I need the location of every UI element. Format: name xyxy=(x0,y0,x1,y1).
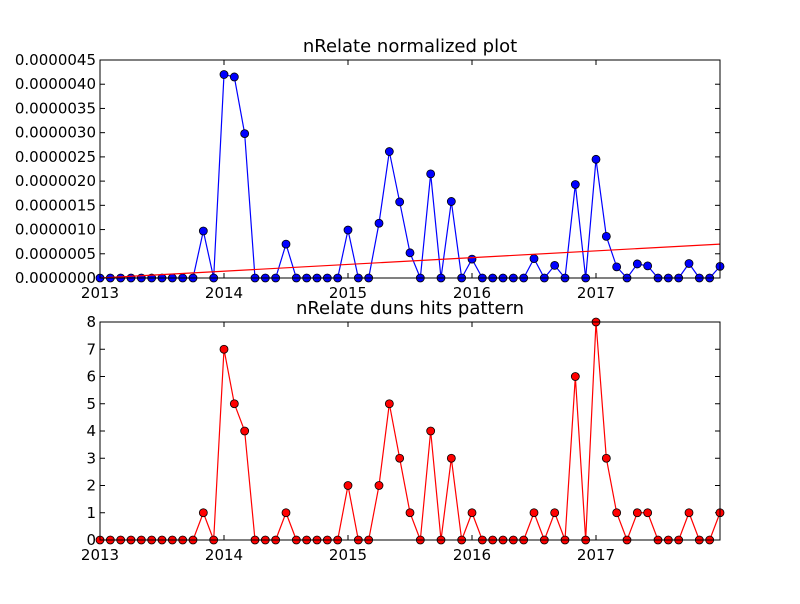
top-chart-data-point xyxy=(468,255,476,263)
top-chart-y-tick-label: 0.0000040 xyxy=(15,75,96,93)
bottom-chart-data-point xyxy=(282,509,290,517)
bottom-chart-y-tick-label: 2 xyxy=(86,477,96,495)
bottom-chart-data-point xyxy=(375,482,383,490)
bottom-chart-y-tick-label: 5 xyxy=(86,395,96,413)
bottom-chart-data-point xyxy=(633,509,641,517)
bottom-chart-data-point xyxy=(385,400,393,408)
bottom-chart-y-tick-label: 6 xyxy=(86,368,96,386)
top-chart-data-point xyxy=(282,240,290,248)
top-chart-y-tick-label: 0.0000035 xyxy=(15,99,96,117)
top-chart-data-point xyxy=(199,227,207,235)
top-chart-data-point xyxy=(220,71,228,79)
bottom-chart-data-point xyxy=(602,454,610,462)
top-chart-x-tick-label: 2014 xyxy=(205,284,243,302)
bottom-chart-x-tick-label: 2016 xyxy=(453,546,491,564)
top-chart-data-point xyxy=(406,249,414,257)
top-chart-data-point xyxy=(230,73,238,81)
bottom-chart-data-point xyxy=(199,509,207,517)
top-chart-y-tick-label: 0.0000020 xyxy=(15,172,96,190)
bottom-chart-y-tick-label: 1 xyxy=(86,504,96,522)
top-chart-data-point xyxy=(644,262,652,270)
top-chart-data-point xyxy=(344,226,352,234)
top-chart-y-tick-label: 0.0000025 xyxy=(15,148,96,166)
bottom-chart-data-point xyxy=(644,509,652,517)
bottom-chart-data-point xyxy=(396,454,404,462)
top-chart-y-tick-label: 0.0000030 xyxy=(15,124,96,142)
bottom-chart-title: nRelate duns hits pattern xyxy=(296,298,524,319)
bottom-chart-y-tick-label: 7 xyxy=(86,340,96,358)
top-chart-data-point xyxy=(592,155,600,163)
bottom-chart-data-point xyxy=(571,373,579,381)
top-chart-data-point xyxy=(613,263,621,271)
bottom-chart-data-point xyxy=(468,509,476,517)
bottom-chart-data-point xyxy=(530,509,538,517)
top-chart-data-point xyxy=(685,259,693,267)
top-chart-y-tick-label: 0.0000015 xyxy=(15,196,96,214)
bottom-chart-x-tick-label: 2017 xyxy=(577,546,615,564)
bottom-chart-data-point xyxy=(447,454,455,462)
top-chart-data-point xyxy=(241,130,249,138)
bottom-chart-data-point xyxy=(685,509,693,517)
top-chart-x-tick-label: 2017 xyxy=(577,284,615,302)
top-chart-data-point xyxy=(602,232,610,240)
top-chart-data-point xyxy=(427,170,435,178)
bottom-chart-data-point xyxy=(406,509,414,517)
bottom-chart-x-tick-label: 2015 xyxy=(329,546,367,564)
top-chart-data-point xyxy=(396,198,404,206)
bottom-chart-x-tick-label: 2013 xyxy=(81,546,119,564)
bottom-chart-x-tick-label: 2014 xyxy=(205,546,243,564)
bottom-chart-data-point xyxy=(427,427,435,435)
top-chart-title: nRelate normalized plot xyxy=(303,36,517,57)
bottom-chart-y-tick-label: 4 xyxy=(86,422,96,440)
top-chart-data-point xyxy=(571,181,579,189)
top-chart-data-point xyxy=(447,197,455,205)
bottom-chart-y-tick-label: 3 xyxy=(86,449,96,467)
top-chart-x-tick-label: 2013 xyxy=(81,284,119,302)
top-chart-data-point xyxy=(385,148,393,156)
top-chart-y-tick-label: 0.0000010 xyxy=(15,221,96,239)
top-chart-data-point xyxy=(375,219,383,227)
bottom-chart-data-point xyxy=(220,345,228,353)
top-chart-y-tick-label: 0.0000045 xyxy=(15,51,96,69)
bottom-chart-data-point xyxy=(230,400,238,408)
bottom-chart-y-tick-label: 8 xyxy=(86,313,96,331)
bottom-chart-data-point xyxy=(344,482,352,490)
bottom-chart-data-point xyxy=(551,509,559,517)
bottom-chart-data-point xyxy=(613,509,621,517)
top-chart-data-point xyxy=(530,255,538,263)
bottom-chart-data-point xyxy=(241,427,249,435)
top-chart-data-point xyxy=(633,260,641,268)
top-chart-y-tick-label: 0.0000005 xyxy=(15,245,96,263)
top-chart-data-point xyxy=(551,261,559,269)
